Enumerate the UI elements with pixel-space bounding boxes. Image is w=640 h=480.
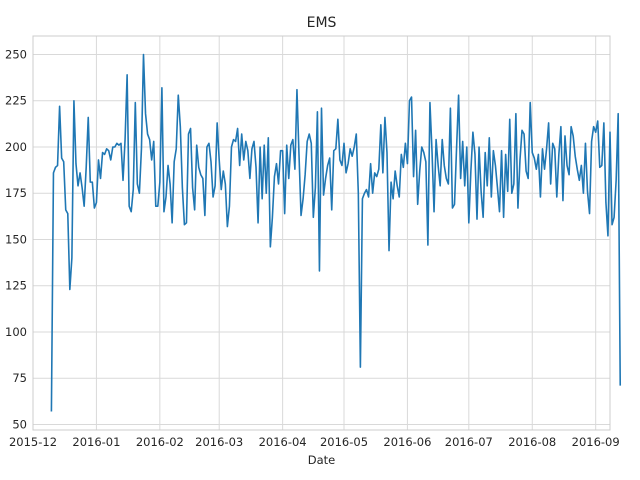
y-tick-label: 200 [5, 140, 27, 154]
y-tick-label: 225 [5, 94, 27, 108]
x-tick-label: 2016-02 [136, 435, 184, 449]
y-tick-label: 125 [5, 279, 27, 293]
x-tick-label: 2016-07 [445, 435, 493, 449]
y-tick-label: 100 [5, 325, 27, 339]
y-tick-label: 150 [5, 232, 27, 246]
x-tick-label: 2016-06 [383, 435, 431, 449]
x-axis-ticks: 2015-12 2016-01 2016-02 2016-03 2016-04 2016-… [9, 435, 620, 449]
series-line [50, 53, 622, 412]
grid [32, 36, 610, 430]
x-tick-label: 2016-08 [508, 435, 556, 449]
x-tick-label: 2016-05 [320, 435, 368, 449]
y-tick-label: 50 [12, 417, 27, 431]
x-tick-label: 2016-04 [259, 435, 307, 449]
y-tick-label: 75 [12, 371, 27, 385]
x-tick-label: 2015-12 [9, 435, 57, 449]
plot-frame [32, 35, 611, 431]
x-tick-label: 2016-09 [572, 435, 620, 449]
x-axis-label: Date [308, 453, 336, 467]
y-axis-ticks: 50 75 100 125 150 175 200 225 250 [5, 47, 27, 431]
y-tick-label: 175 [5, 186, 27, 200]
chart-title: EMS [307, 15, 337, 31]
x-tick-label: 2016-01 [72, 435, 120, 449]
x-tick-label: 2016-03 [195, 435, 243, 449]
y-tick-label: 250 [5, 47, 27, 61]
